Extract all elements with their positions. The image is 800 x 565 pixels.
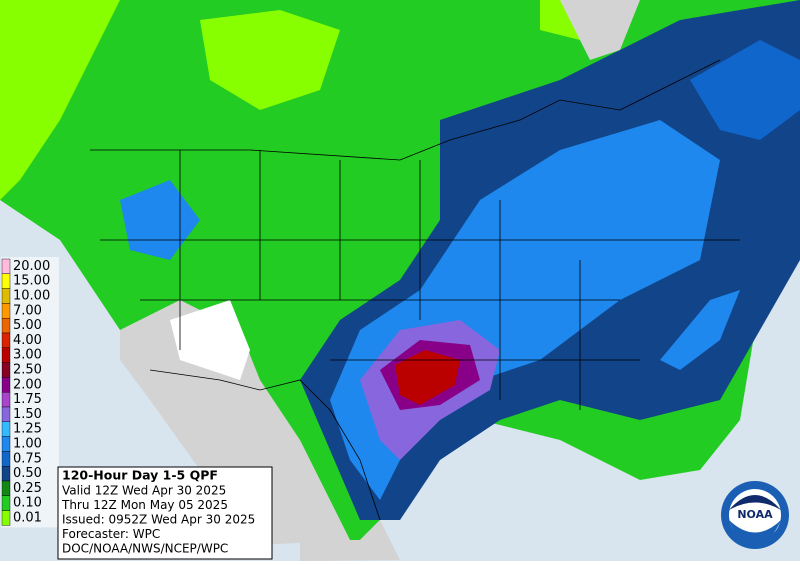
legend-label: 1.50 (13, 407, 42, 422)
legend-swatch (1, 406, 11, 423)
borders (90, 59, 740, 521)
legend: 20.0015.0010.007.005.004.003.002.502.001… (1, 257, 59, 528)
legend-swatch (1, 510, 11, 526)
legend-label: 0.50 (13, 466, 42, 481)
info-line: DOC/NOAA/NWS/NCEP/WPC (62, 542, 228, 556)
legend-label: 1.25 (13, 422, 42, 437)
legend-swatch (1, 273, 11, 289)
legend-label: 15.00 (13, 274, 50, 289)
logo-text: NOAA (737, 508, 773, 521)
legend-label: 4.00 (13, 333, 42, 348)
legend-swatch (1, 451, 11, 467)
legend-swatch (1, 303, 11, 319)
legend-swatch (1, 318, 11, 334)
info-line: Issued: 0952Z Wed Apr 30 2025 (62, 513, 255, 527)
info-title: 120-Hour Day 1-5 QPF (62, 468, 218, 483)
mexico-dry-2 (300, 520, 400, 561)
legend-label: 10.00 (13, 289, 50, 304)
legend-swatch (1, 332, 11, 349)
logo-bird (729, 495, 781, 510)
info-line: Valid 12Z Wed Apr 30 2025 (62, 484, 226, 498)
legend-swatch (1, 466, 11, 482)
mexico-dry (120, 300, 350, 545)
precip-300 (395, 350, 460, 405)
legend-swatch (1, 392, 11, 408)
desert-white (170, 300, 250, 380)
info-line: Forecaster: WPC (62, 527, 160, 541)
legend-label: 0.25 (13, 481, 42, 496)
legend-swatch (1, 288, 11, 304)
legend-swatch (1, 377, 11, 393)
legend-swatch (1, 480, 11, 497)
logo-wave (729, 520, 781, 545)
legend-swatch (1, 436, 11, 452)
legend-swatch (1, 421, 11, 437)
legend-label: 0.01 (13, 511, 42, 526)
border-canada (90, 59, 721, 161)
precip-01 (0, 0, 120, 200)
legend-label: 2.50 (13, 363, 42, 378)
legend-label: 3.00 (13, 348, 42, 363)
info-line: Thru 12Z Mon May 05 2025 (61, 498, 228, 512)
legend-swatch (1, 258, 11, 275)
legend-label: 20.00 (13, 259, 50, 274)
noaa-logo: NOAA (721, 481, 789, 549)
precip-075 (690, 40, 800, 140)
legend-swatch (1, 495, 11, 511)
legend-label: 0.75 (13, 451, 42, 466)
legend-swatch (1, 347, 11, 363)
precip-100b (120, 180, 740, 370)
precip-01b (200, 0, 600, 110)
border-mexico (149, 369, 381, 521)
legend-swatch (1, 362, 11, 378)
legend-label: 2.00 (13, 377, 42, 392)
no-precip (560, 0, 640, 60)
state-lines-h (100, 239, 740, 361)
legend-label: 7.00 (13, 303, 42, 318)
legend-bg (1, 257, 59, 528)
legend-label: 5.00 (13, 318, 42, 333)
legend-label: 1.00 (13, 437, 42, 452)
legend-label: 0.10 (13, 496, 42, 511)
legend-label: 1.75 (13, 392, 42, 407)
info-box (57, 466, 273, 560)
